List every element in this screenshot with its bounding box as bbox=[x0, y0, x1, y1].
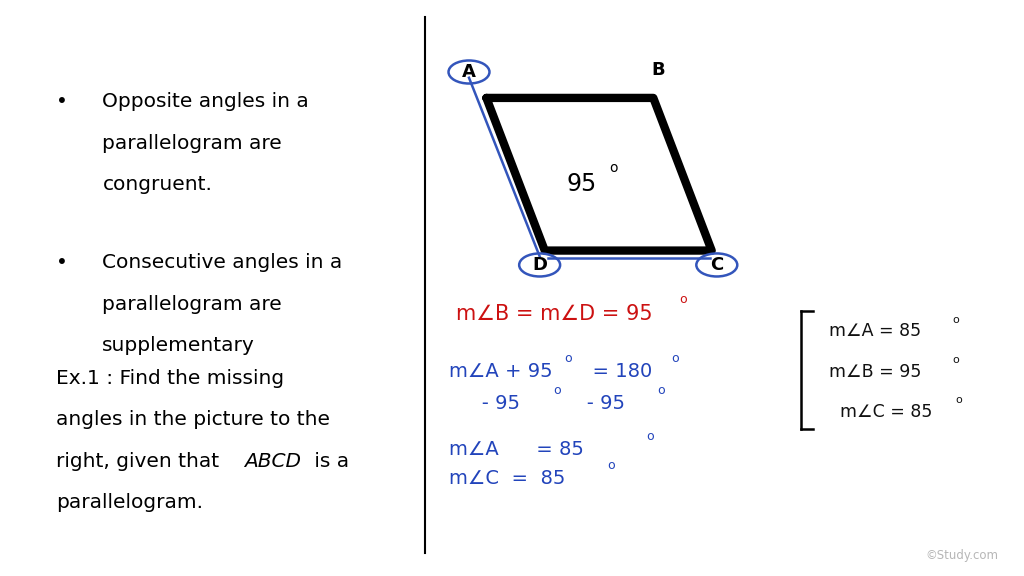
Text: 95: 95 bbox=[566, 172, 597, 196]
Text: = 180: = 180 bbox=[580, 362, 652, 381]
Text: m∠A      = 85: m∠A = 85 bbox=[449, 440, 584, 458]
Text: C: C bbox=[711, 256, 723, 274]
Text: A: A bbox=[462, 63, 476, 81]
Text: m∠C = 85: m∠C = 85 bbox=[840, 403, 932, 421]
Text: congruent.: congruent. bbox=[102, 175, 212, 194]
Text: o: o bbox=[672, 353, 679, 365]
Text: angles in the picture to the: angles in the picture to the bbox=[56, 410, 331, 429]
Text: m∠A + 95: m∠A + 95 bbox=[449, 362, 552, 381]
Text: ©Study.com: ©Study.com bbox=[926, 548, 998, 562]
Text: m∠B = m∠D = 95: m∠B = m∠D = 95 bbox=[456, 304, 652, 324]
Text: - 95: - 95 bbox=[463, 394, 520, 412]
Text: right, given that: right, given that bbox=[56, 452, 226, 471]
Text: o: o bbox=[955, 395, 963, 406]
Text: •: • bbox=[56, 253, 69, 272]
Text: •: • bbox=[56, 92, 69, 111]
Text: B: B bbox=[651, 61, 666, 79]
Text: o: o bbox=[553, 384, 560, 397]
Text: parallelogram are: parallelogram are bbox=[102, 295, 283, 314]
Text: supplementary: supplementary bbox=[102, 336, 255, 355]
Text: is a: is a bbox=[308, 452, 349, 471]
Text: ABCD: ABCD bbox=[244, 452, 301, 471]
Text: o: o bbox=[657, 384, 665, 397]
Text: o: o bbox=[952, 314, 959, 325]
Text: o: o bbox=[564, 353, 571, 365]
Text: o: o bbox=[609, 161, 617, 175]
Text: Opposite angles in a: Opposite angles in a bbox=[102, 92, 309, 111]
Text: o: o bbox=[607, 459, 614, 472]
Text: Consecutive angles in a: Consecutive angles in a bbox=[102, 253, 343, 272]
Text: o: o bbox=[679, 293, 686, 306]
Text: o: o bbox=[952, 355, 959, 365]
Text: Ex.1 : Find the missing: Ex.1 : Find the missing bbox=[56, 369, 285, 388]
Text: parallelogram.: parallelogram. bbox=[56, 493, 204, 512]
Text: m∠C  =  85: m∠C = 85 bbox=[449, 469, 565, 487]
Text: o: o bbox=[646, 430, 653, 443]
Text: D: D bbox=[532, 256, 547, 274]
Text: m∠A = 85: m∠A = 85 bbox=[829, 322, 922, 340]
Text: parallelogram are: parallelogram are bbox=[102, 134, 283, 153]
Text: m∠B = 95: m∠B = 95 bbox=[829, 362, 922, 381]
Text: - 95: - 95 bbox=[568, 394, 626, 412]
